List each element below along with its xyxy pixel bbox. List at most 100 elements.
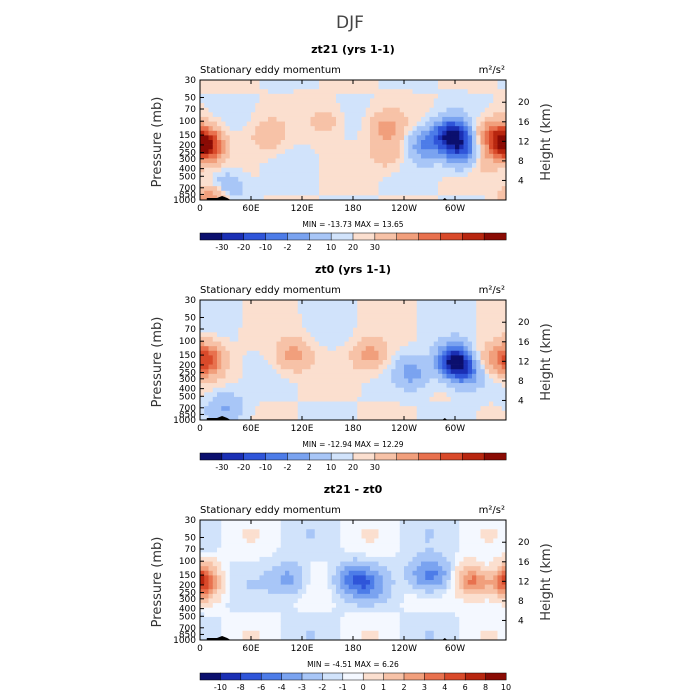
heatmap-cell xyxy=(357,630,362,636)
heatmap-cell xyxy=(408,126,413,132)
heatmap-cell xyxy=(472,378,477,384)
heatmap-cell xyxy=(404,195,409,201)
heatmap-cell xyxy=(404,369,409,375)
heatmap-cell xyxy=(442,149,447,155)
heatmap-cell xyxy=(480,107,486,113)
heatmap-cell xyxy=(429,181,435,187)
heatmap-cell xyxy=(484,401,490,407)
heatmap-cell xyxy=(404,346,409,352)
heatmap-cell xyxy=(408,378,413,384)
heatmap-cell xyxy=(310,589,316,595)
heatmap-cell xyxy=(336,116,341,122)
heatmap-cell xyxy=(212,350,218,356)
heatmap-cell xyxy=(501,98,507,104)
heatmap-cell xyxy=(344,186,350,192)
heatmap-cell xyxy=(200,116,205,122)
heatmap-cell xyxy=(480,103,486,108)
heatmap-cell xyxy=(404,332,409,338)
heatmap-cell xyxy=(421,323,426,328)
heatmap-cell xyxy=(285,304,290,310)
heatmap-cell xyxy=(268,603,273,608)
heatmap-cell xyxy=(378,84,384,90)
heatmap-cell xyxy=(306,112,311,118)
heatmap-cell xyxy=(280,584,286,590)
heatmap-cell xyxy=(314,190,320,196)
heatmap-cell xyxy=(374,116,379,122)
heatmap-cell xyxy=(438,387,443,393)
heatmap-cell xyxy=(255,556,260,562)
heatmap-cell xyxy=(323,369,328,375)
heatmap-cell xyxy=(238,621,243,627)
heatmap-cell xyxy=(425,80,430,85)
heatmap-cell xyxy=(336,323,341,328)
heatmap-cell xyxy=(225,556,231,562)
heatmap-cell xyxy=(327,547,333,553)
heatmap-cell xyxy=(200,626,205,632)
heatmap-cell xyxy=(374,332,379,338)
heatmap-cell xyxy=(280,89,286,95)
heatmap-cell xyxy=(353,538,358,544)
heatmap-cell xyxy=(310,130,316,136)
heatmap-cell xyxy=(433,410,439,416)
heatmap-cell xyxy=(387,135,392,141)
heatmap-cell xyxy=(370,575,375,581)
heatmap-cell xyxy=(259,80,265,85)
heatmap-cell xyxy=(501,332,507,338)
heatmap-cell xyxy=(353,153,358,159)
heatmap-cell xyxy=(314,176,320,182)
heatmap-cell xyxy=(433,181,439,187)
heatmap-cell xyxy=(246,172,252,178)
heatmap-cell xyxy=(238,373,243,379)
heatmap-cell xyxy=(361,144,367,150)
heatmap-cell xyxy=(268,176,273,182)
heatmap-cell xyxy=(370,336,375,342)
heatmap-cell xyxy=(442,360,447,365)
heatmap-cell xyxy=(370,135,375,141)
heatmap-cell xyxy=(467,378,473,384)
heatmap-cell xyxy=(493,300,498,305)
heatmap-cell xyxy=(480,116,486,122)
heatmap-cell xyxy=(353,406,358,412)
heatmap-cell xyxy=(442,172,447,178)
heatmap-cell xyxy=(357,332,362,338)
heatmap-cell xyxy=(319,547,324,553)
heatmap-cell xyxy=(276,323,282,328)
heatmap-cell xyxy=(251,360,256,365)
heatmap-cell xyxy=(327,603,333,608)
heatmap-cell xyxy=(425,309,430,315)
heatmap-cell xyxy=(327,195,333,201)
heatmap-cell xyxy=(484,327,490,333)
heatmap-cell xyxy=(280,107,286,113)
heatmap-cell xyxy=(242,524,248,530)
heatmap-cell xyxy=(480,190,486,196)
heatmap-cell xyxy=(442,140,447,145)
heatmap-cell xyxy=(289,396,294,402)
heatmap-cell xyxy=(331,360,337,365)
heatmap-cell xyxy=(357,529,362,535)
heatmap-cell xyxy=(429,396,435,402)
heatmap-cell xyxy=(344,387,350,393)
heatmap-cell xyxy=(280,93,286,99)
heatmap-cell xyxy=(374,158,379,164)
heatmap-cell xyxy=(212,121,218,127)
heatmap-cell xyxy=(276,635,282,641)
heatmap-cell xyxy=(327,543,333,548)
heatmap-cell xyxy=(314,593,320,599)
heatmap-cell xyxy=(382,318,388,324)
heatmap-cell xyxy=(387,126,392,132)
heatmap-cell xyxy=(212,561,218,567)
heatmap-cell xyxy=(501,130,507,136)
heatmap-cell xyxy=(280,327,286,333)
heatmap-cell xyxy=(467,116,473,122)
heatmap-cell xyxy=(412,190,418,196)
panel-3-minmax: MIN = -4.51 MAX = 6.26 xyxy=(307,660,399,669)
heatmap-cell xyxy=(319,593,324,599)
heatmap-cell xyxy=(497,98,503,104)
heatmap-cell xyxy=(446,350,452,356)
heatmap-cell xyxy=(467,149,473,155)
heatmap-cell xyxy=(357,190,362,196)
heatmap-cell xyxy=(319,304,324,310)
y-tick-label: 100 xyxy=(179,117,196,127)
heatmap-cell xyxy=(200,190,205,196)
heatmap-cell xyxy=(217,589,222,595)
